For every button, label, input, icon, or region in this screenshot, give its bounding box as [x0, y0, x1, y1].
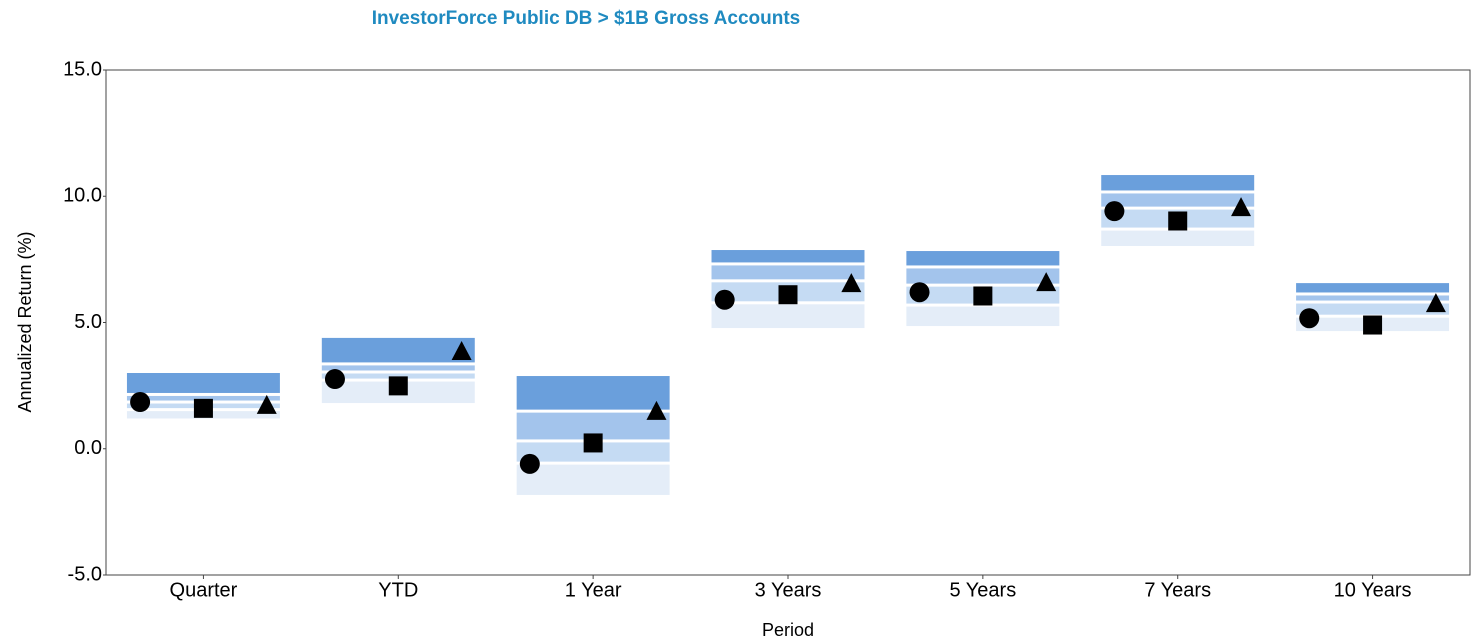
y-tick-label: 15.0 [63, 58, 102, 80]
x-tick-label: 7 Years [1144, 579, 1211, 601]
range-band [126, 395, 280, 401]
circle-marker [909, 282, 930, 303]
range-band [1101, 230, 1255, 246]
triangle-marker [841, 273, 862, 293]
circle-marker [1104, 201, 1125, 222]
range-band [1101, 175, 1255, 191]
square-marker [583, 433, 603, 453]
range-band [321, 373, 475, 379]
circle-marker [324, 369, 345, 390]
range-band [321, 337, 475, 363]
square-marker [388, 376, 408, 396]
y-tick-label: 10.0 [63, 185, 102, 207]
range-band [711, 250, 865, 263]
range-band [711, 265, 865, 280]
y-axis-title: Annualized Return (%) [15, 231, 35, 412]
triangle-marker [451, 341, 472, 361]
triangle-marker [1231, 197, 1252, 217]
range-band [321, 365, 475, 371]
square-marker [778, 285, 798, 305]
range-band [711, 304, 865, 329]
range-band [1101, 193, 1255, 207]
triangle-marker [1425, 293, 1446, 313]
x-axis-title: Period [762, 620, 814, 640]
x-tick-label: YTD [378, 579, 418, 601]
circle-marker [714, 289, 735, 310]
range-band [1296, 303, 1450, 315]
range-band [516, 376, 670, 410]
range-band [906, 268, 1060, 284]
y-tick-label: 0.0 [74, 437, 102, 459]
x-tick-label: 5 Years [949, 579, 1016, 601]
y-tick-label: -5.0 [68, 563, 102, 585]
chart-title: InvestorForce Public DB > $1B Gross Acco… [372, 8, 801, 29]
range-band [1296, 295, 1450, 301]
triangle-marker [1036, 272, 1057, 292]
square-marker [973, 286, 993, 306]
square-marker [1168, 211, 1188, 231]
y-tick-label: 5.0 [74, 311, 102, 333]
x-tick-label: 3 Years [755, 579, 822, 601]
circle-marker [130, 392, 151, 413]
range-band [906, 306, 1060, 327]
x-tick-label: Quarter [170, 579, 238, 601]
triangle-marker [256, 394, 277, 414]
range-band [1296, 283, 1450, 293]
circle-marker [519, 453, 540, 474]
square-marker [193, 398, 213, 418]
range-band [906, 251, 1060, 266]
square-marker [1363, 315, 1383, 335]
triangle-marker [646, 400, 667, 420]
circle-marker [1299, 308, 1320, 329]
range-band [126, 373, 280, 393]
x-tick-label: 1 Year [565, 579, 622, 601]
x-tick-label: 10 Years [1334, 579, 1412, 601]
range-band [516, 464, 670, 495]
